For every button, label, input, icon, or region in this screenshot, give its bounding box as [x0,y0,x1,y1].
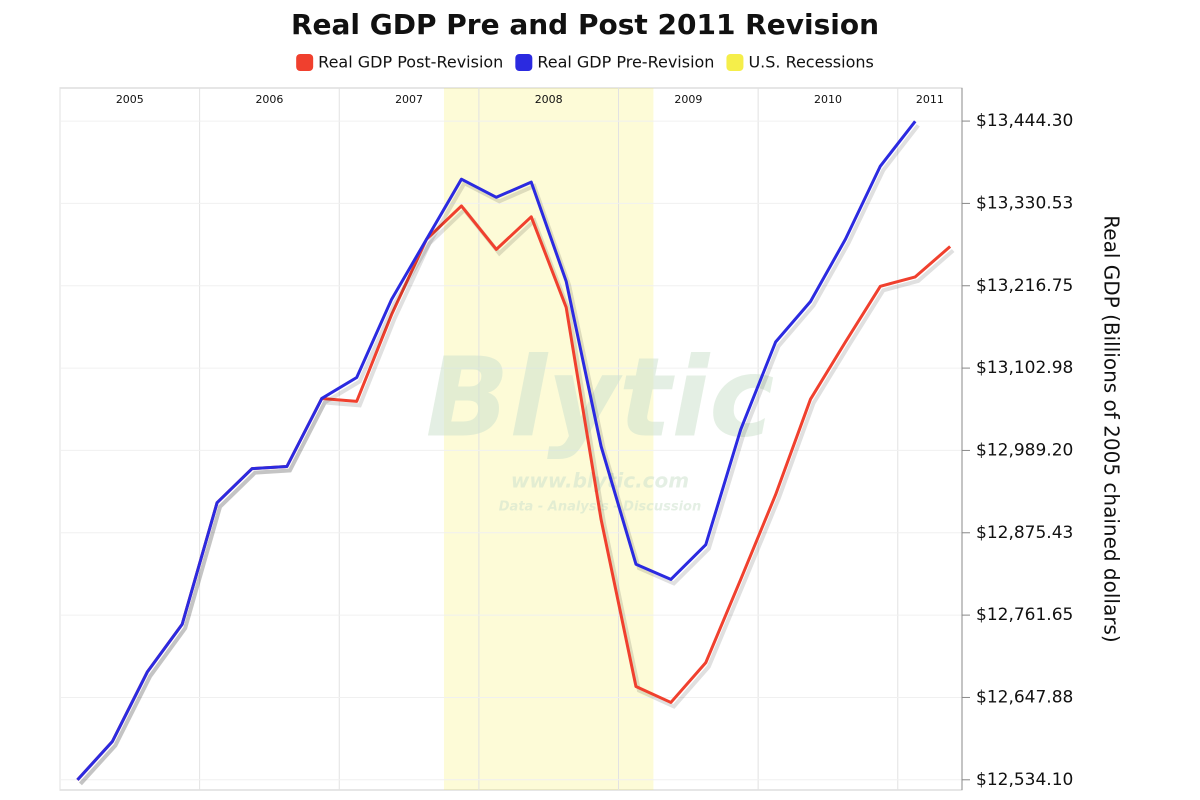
series-line [76,120,917,781]
watermark: www.blytic.com [511,469,689,493]
legend-label: U.S. Recessions [748,53,873,72]
legend: Real GDP Post-Revision Real GDP Pre-Revis… [296,53,874,72]
x-tick-label: 2011 [916,93,944,106]
x-tick-label: 2006 [255,93,283,106]
y-tick-label: $12,761.65 [976,605,1073,625]
x-tick-label: 2008 [535,93,563,106]
legend-label: Real GDP Pre-Revision [537,53,714,72]
x-tick-label: 2009 [674,93,702,106]
x-tick-label: 2007 [395,93,423,106]
y-tick-label: $13,444.30 [976,111,1073,131]
legend-swatch [726,54,744,71]
legend-swatch [296,54,314,71]
y-tick-label: $12,534.10 [976,770,1073,790]
plot-area [59,87,963,791]
y-tick-label: $13,102.98 [976,358,1073,378]
y-tick-label: $12,989.20 [976,440,1073,460]
y-tick-label: $12,875.43 [976,523,1073,543]
y-tick-label: $13,330.53 [976,193,1073,213]
x-tick-label: 2010 [814,93,842,106]
line-shadow [78,207,955,786]
chart-title: Real GDP Pre and Post 2011 Revision [291,8,879,41]
y-tick-label: $13,216.75 [976,276,1073,296]
y-tick-label: $12,647.88 [976,687,1073,707]
legend-label: Real GDP Post-Revision [318,53,503,72]
y-axis-title: Real GDP (Billions of 2005 chained dolla… [1100,215,1124,642]
line-shadow [78,124,920,786]
legend-swatch [515,54,533,71]
x-tick-label: 2005 [116,93,144,106]
